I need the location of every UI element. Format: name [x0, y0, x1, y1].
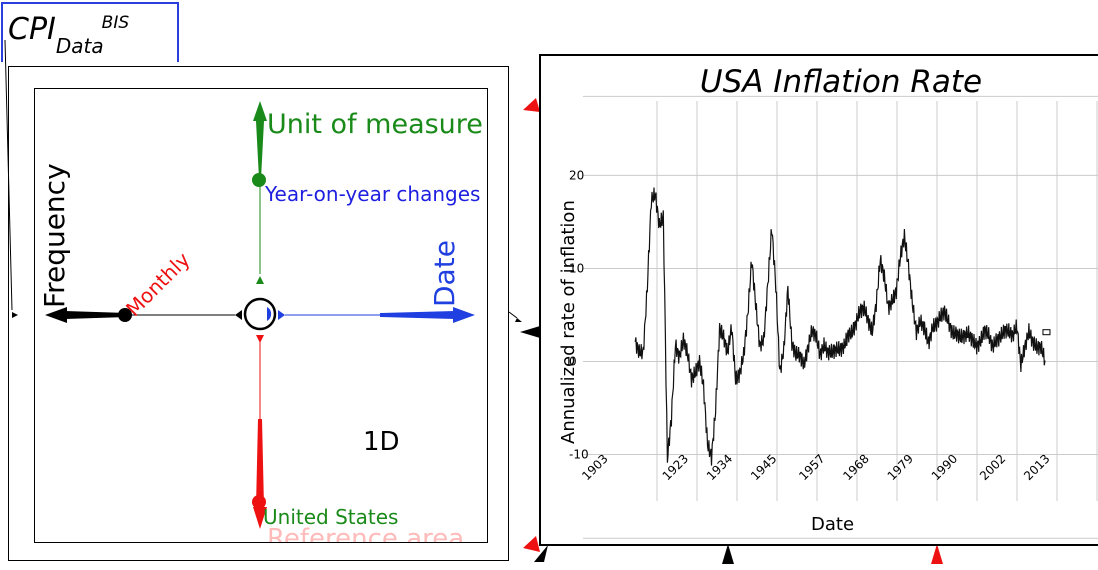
y-tick-label: 10 [569, 261, 584, 275]
connector-lines [4, 39, 522, 322]
app-title-tab[interactable] [1, 2, 179, 62]
unit-value-handle[interactable] [252, 173, 266, 187]
center-node[interactable] [243, 297, 277, 331]
date-axis-label: Date [428, 240, 461, 307]
x-tick-label: 1957 [796, 452, 827, 483]
frequency-small-arrow-icon [235, 310, 242, 320]
bottom-left-red-marker-icon[interactable] [523, 536, 540, 552]
area-axis-arrowhead-icon[interactable] [253, 507, 267, 529]
center-node-date-marker-icon [267, 307, 272, 321]
right-connector-arrow-icon [515, 318, 522, 322]
x-tick-label: 1923 [660, 452, 691, 483]
area-value-label[interactable]: United States [263, 505, 399, 529]
x-tick-label: 1979 [885, 452, 916, 483]
app-title: CPI [8, 12, 56, 47]
area-value-handle[interactable] [252, 495, 266, 509]
y-tick-label: 0 [569, 354, 577, 368]
x-tick-label: 1934 [704, 452, 735, 483]
unit-axis-label: Unit of measure [267, 109, 483, 140]
area-small-arrow-icon [256, 335, 264, 343]
chart-bottom-markers [722, 544, 943, 564]
bottom-black-marker-icon[interactable] [722, 544, 734, 564]
date-axis-arrowhead-icon[interactable] [453, 307, 475, 323]
frequency-value-handle[interactable] [118, 308, 132, 322]
unit-value-label[interactable]: Year-on-year changes [265, 182, 481, 206]
date-small-arrow-icon [278, 310, 285, 320]
bottom-left-black-marker-icon[interactable] [534, 545, 548, 562]
top-left-red-marker-icon[interactable] [523, 98, 540, 112]
series-end-marker[interactable] [1042, 329, 1051, 336]
x-tick-label: 1945 [748, 452, 779, 483]
chart-panel: 20 10 0 -10 1903 1923 1934 1945 1957 1968 1979 199… [539, 54, 1098, 546]
area-axis-label: Reference area [267, 524, 465, 543]
y-tick-label: 20 [569, 168, 584, 182]
x-tick-label: 2002 [977, 452, 1008, 483]
chart-xlabel: Date [811, 514, 855, 535]
bottom-red-marker-icon[interactable] [931, 544, 943, 564]
frequency-axis-arrowhead-icon[interactable] [45, 307, 67, 323]
inflation-series-line [634, 187, 1046, 466]
y-tick-label: -10 [569, 447, 589, 461]
mode-label[interactable]: 1D [363, 427, 400, 457]
dimension-outer-frame [8, 66, 509, 561]
x-tick-label: 1990 [929, 452, 960, 483]
chart-ylabel: Annualized rate of inflation [558, 200, 579, 444]
x-tick-label: 2013 [1021, 452, 1052, 483]
chart-side-markers [520, 98, 548, 562]
dimension-axes [45, 101, 475, 529]
chart-title: USA Inflation Rate [699, 64, 983, 100]
left-connector-arrow-icon [12, 312, 18, 318]
frequency-axis-label: Frequency [38, 163, 71, 308]
x-tick-label: 1968 [840, 452, 871, 483]
unit-axis-arrowhead-icon[interactable] [253, 101, 267, 121]
app-title-subscript: Data [55, 34, 104, 58]
chart-input-arrow-icon[interactable] [520, 326, 540, 338]
unit-small-arrow-icon [256, 276, 264, 284]
app-title-superscript: BIS [101, 13, 130, 33]
dimension-panel: Unit of measure Year-on-year changes Fre… [34, 88, 488, 543]
